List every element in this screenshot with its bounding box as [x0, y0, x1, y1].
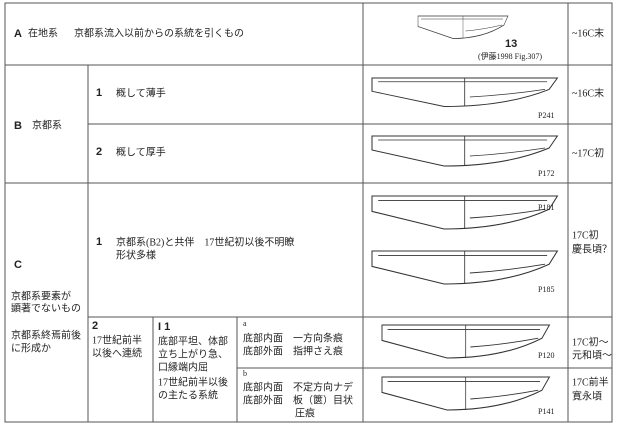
period: ~16C末: [572, 26, 604, 39]
variant-description: 底部外面 板（篋）目状: [243, 393, 353, 406]
figure-label: P141: [538, 407, 554, 416]
sub-description: 概して薄手: [116, 86, 166, 99]
table-border: [4, 2, 613, 423]
sub-description: 17世紀前半: [92, 333, 142, 346]
type-description: 底部平坦、体部: [158, 334, 228, 347]
row-description: 京都系流入以前からの系統を引くもの: [74, 26, 244, 39]
row-note: 京都系終焉前後: [11, 328, 81, 341]
sub-number: 2: [92, 320, 98, 332]
type-description: 立ち上がり急、: [158, 347, 228, 360]
period: 元和頃～: [572, 349, 612, 361]
period: 17C初: [572, 228, 599, 241]
sub-number: 1: [96, 236, 102, 248]
sub-description: 概して厚手: [116, 145, 166, 158]
figure-label: P172: [538, 169, 554, 178]
row-letter: A: [14, 28, 22, 40]
period: 17C前半: [572, 375, 609, 388]
row-note: 顕著でないもの: [11, 301, 81, 314]
figure-label: P120: [538, 351, 554, 360]
pottery-drawings: [371, 15, 558, 411]
figure-source: (伊藤1998 Fig.307): [478, 51, 542, 61]
sub-number: 2: [96, 146, 102, 158]
figure-label: P185: [538, 285, 554, 294]
sub-description: 以後へ連続: [92, 346, 142, 359]
variant-description: 底部内面 不定方向ナデ: [243, 380, 353, 393]
figure-number: 13: [505, 38, 517, 50]
pottery-drawing: [417, 15, 509, 39]
period: 慶長頃？: [572, 242, 612, 255]
pottery-drawing: [381, 376, 550, 411]
pottery-drawing: [371, 135, 558, 167]
type-description: 17世紀前半以後: [158, 375, 228, 388]
row-note: に形成か: [11, 342, 51, 354]
variant-letter: a: [243, 319, 247, 328]
row-label: 在地系: [28, 26, 58, 39]
row-note: 京都系要素が: [11, 289, 71, 302]
period: 17C初～: [572, 335, 609, 348]
type-label: I 1: [158, 321, 170, 333]
table-grid: [4, 2, 613, 423]
type-description: の主たる系統: [158, 388, 218, 401]
pottery-drawing: [371, 195, 558, 230]
row-letter: B: [14, 120, 22, 132]
pottery-drawing: [371, 77, 558, 108]
variant-description: 底部内面 一方向条痕: [243, 331, 343, 344]
row-letter: C: [14, 259, 22, 271]
pottery-drawing: [381, 324, 550, 359]
figure-label: P241: [538, 111, 554, 120]
figure-label: P181: [538, 203, 554, 212]
row-label: 京都系: [32, 118, 62, 131]
sub-description: 形状多様: [116, 248, 156, 261]
period: ~16C末: [572, 86, 604, 99]
variant-description: 圧痕: [295, 406, 315, 419]
variant-description: 底部外面 指押さえ痕: [243, 344, 343, 357]
period: ~17C初: [572, 146, 604, 159]
pottery-drawing: [371, 250, 558, 285]
period: 寛永頃: [572, 389, 602, 402]
type-description: 口縁端内屈: [158, 360, 208, 373]
sub-description: 京都系(B2)と共伴 17世紀初以後不明瞭: [116, 235, 294, 248]
variant-letter: b: [243, 369, 247, 378]
sub-number: 1: [96, 87, 102, 99]
